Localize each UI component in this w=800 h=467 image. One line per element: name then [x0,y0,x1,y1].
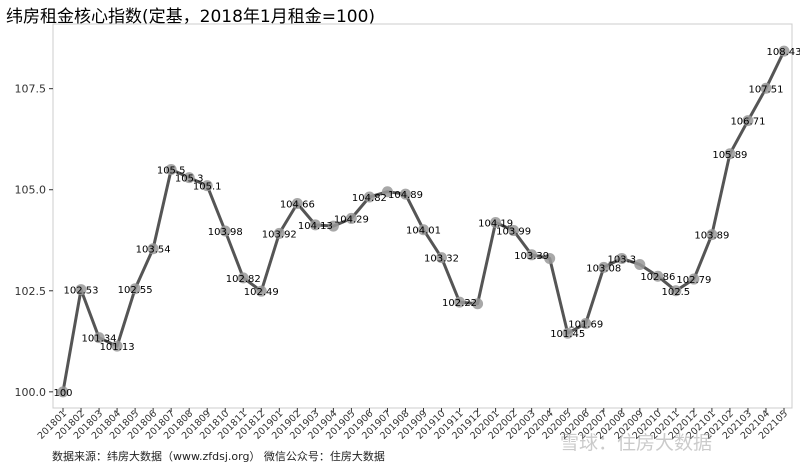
data-label: 103.98 [208,227,243,238]
data-label: 107.51 [748,84,783,95]
data-point [201,180,213,192]
data-label: 102.22 [442,298,477,309]
data-point [363,191,375,203]
data-point [652,270,664,282]
data-point [760,82,772,94]
data-points [57,45,790,398]
data-point [381,186,393,198]
data-point [237,272,249,284]
data-point [670,285,682,297]
data-label: 104.82 [352,193,387,204]
data-label: 101.45 [550,329,585,340]
data-point [544,252,556,264]
data-label: 104.13 [298,221,333,232]
data-point [706,229,718,241]
data-label: 105.89 [712,150,747,161]
plot-area-border [52,23,793,409]
data-point [345,212,357,224]
data-point [273,227,285,239]
data-label: 103.54 [136,245,171,256]
data-label: 102.79 [676,275,711,286]
data-point [634,259,646,271]
data-point [580,318,592,330]
data-point [255,285,267,297]
data-point [616,252,628,264]
data-point [688,273,700,285]
data-point [724,148,736,160]
source-footer: 数据来源：纬房大数据（www.zfdsj.org） 微信公众号：住房大数据 [52,450,385,463]
data-label: 104.19 [478,218,513,229]
data-label: 103.92 [262,229,297,240]
watermark: 雪球：住房大数据 [560,432,713,454]
data-label: 108.43 [767,47,800,58]
data-label: 101.69 [568,320,603,331]
data-point [309,219,321,231]
data-label: 102.5 [662,287,691,298]
data-label: 101.13 [100,342,135,353]
chart-title: 纬房租金核心指数(定基，2018年1月租金=100) [6,7,376,27]
data-label: 104.29 [334,214,369,225]
data-label: 102.86 [640,272,675,283]
data-point [93,332,105,344]
data-point [436,252,448,264]
data-label: 102.49 [244,287,279,298]
data-point [75,284,87,296]
data-point [129,283,141,295]
data-labels: 100102.53101.34101.13102.55103.54105.510… [53,47,800,399]
data-point [526,249,538,261]
data-label: 104.66 [280,199,315,210]
data-label: 105.5 [157,166,186,177]
y-tick-label: 100.0 [15,386,47,399]
data-point [562,327,574,339]
data-point [418,224,429,236]
data-point [147,243,159,255]
data-point [57,386,69,398]
data-label: 103.39 [514,251,549,262]
y-tick-label: 107.5 [15,83,47,96]
data-point [291,197,303,209]
data-point [454,296,466,308]
data-point [165,164,177,176]
series-line [61,50,786,393]
data-point [399,188,411,200]
data-label: 103.08 [586,263,621,274]
data-point [327,220,339,232]
data-label: 106.71 [730,117,765,128]
data-label: 104.89 [388,190,423,201]
data-label: 100 [53,388,72,399]
data-label: 102.82 [226,274,261,285]
data-label: 103.32 [424,254,459,265]
data-label: 105.1 [193,182,222,193]
y-tick-label: 105.0 [15,184,47,197]
data-point [111,340,123,352]
y-axis: 100.0 102.5 105.0 107.5 [15,83,53,399]
data-point [508,225,520,237]
data-label: 102.53 [64,286,99,297]
data-point [219,225,231,237]
data-point [490,216,502,228]
data-label: 103.3 [607,254,636,265]
data-point [598,261,610,273]
data-label: 103.89 [694,231,729,242]
data-label: 103.99 [496,227,531,238]
data-label: 102.55 [118,285,153,296]
data-point [183,172,195,184]
y-tick-label: 102.5 [15,285,47,298]
data-point [472,298,484,310]
data-label: 105.3 [175,174,204,185]
data-label: 104.01 [406,226,441,237]
data-point [778,45,790,57]
data-label: 101.34 [82,334,117,345]
data-point [742,115,754,127]
